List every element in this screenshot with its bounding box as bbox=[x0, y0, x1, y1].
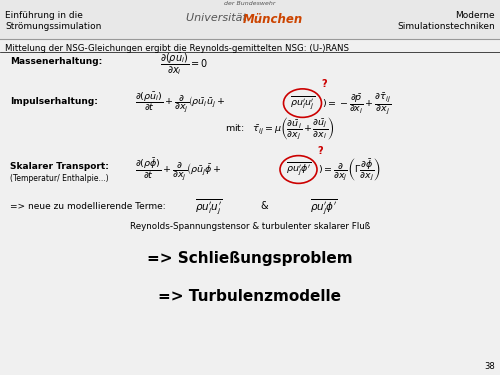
Text: $\overline{\rho u_j^\prime \phi^\prime}$: $\overline{\rho u_j^\prime \phi^\prime}$ bbox=[286, 161, 312, 178]
Text: $\left.\right) = -\dfrac{\partial\bar{p}}{\partial x_i} + \dfrac{\partial\bar{\t: $\left.\right) = -\dfrac{\partial\bar{p}… bbox=[322, 91, 392, 116]
Text: mit:   $\bar{\tau}_{ij} = \mu\left(\dfrac{\partial\bar{u}_i}{\partial x_j} + \df: mit: $\bar{\tau}_{ij} = \mu\left(\dfrac{… bbox=[225, 116, 334, 142]
Text: $\left.\right) = \dfrac{\partial}{\partial x_j}\left(\Gamma\dfrac{\partial\bar{\: $\left.\right) = \dfrac{\partial}{\parti… bbox=[318, 156, 380, 183]
Text: Mittelung der NSG-Gleichungen ergibt die Reynolds-gemittelten NSG: (U-)RANS: Mittelung der NSG-Gleichungen ergibt die… bbox=[5, 44, 349, 53]
Text: $\dfrac{\partial(\rho\bar{\phi})}{\partial t} + \dfrac{\partial}{\partial x_j}\l: $\dfrac{\partial(\rho\bar{\phi})}{\parti… bbox=[135, 156, 222, 183]
Text: der Bundeswehr: der Bundeswehr bbox=[224, 1, 276, 6]
Text: (Temperatur/ Enthalpie...): (Temperatur/ Enthalpie...) bbox=[10, 174, 108, 183]
Text: München: München bbox=[242, 13, 302, 26]
Text: ?: ? bbox=[317, 146, 322, 156]
Text: Impulserhaltung:: Impulserhaltung: bbox=[10, 97, 98, 106]
Text: $\dfrac{\partial(\rho\bar{u}_i)}{\partial t} + \dfrac{\partial}{\partial x_j}\le: $\dfrac{\partial(\rho\bar{u}_i)}{\partia… bbox=[135, 91, 225, 115]
Text: $\overline{\rho u_i^\prime u_j^\prime}$: $\overline{\rho u_i^\prime u_j^\prime}$ bbox=[290, 94, 315, 112]
Text: => neue zu modellierende Terme:: => neue zu modellierende Terme: bbox=[10, 202, 166, 211]
Text: => Schließungsproblem: => Schließungsproblem bbox=[147, 251, 353, 266]
Text: 38: 38 bbox=[484, 362, 495, 371]
Text: Einführung in die
Strömungssimulation: Einführung in die Strömungssimulation bbox=[5, 11, 102, 31]
Text: Moderne
Simulationstechniken: Moderne Simulationstechniken bbox=[397, 11, 495, 31]
Text: Massenerhaltung:: Massenerhaltung: bbox=[10, 57, 102, 66]
Text: &: & bbox=[260, 201, 268, 211]
Text: Skalarer Transport:: Skalarer Transport: bbox=[10, 162, 109, 171]
Text: $\dfrac{\partial(\rho\bar{u}_i)}{\partial x_i} = 0$: $\dfrac{\partial(\rho\bar{u}_i)}{\partia… bbox=[160, 52, 208, 77]
Text: Reynolds-Spannungstensor & turbulenter skalarer Fluß: Reynolds-Spannungstensor & turbulenter s… bbox=[130, 222, 370, 231]
Text: => Turbulenzmodelle: => Turbulenzmodelle bbox=[158, 289, 342, 304]
Text: $\overline{\rho u_i^\prime u_j^\prime}$: $\overline{\rho u_i^\prime u_j^\prime}$ bbox=[195, 197, 222, 216]
FancyBboxPatch shape bbox=[0, 0, 500, 39]
Text: $\overline{\rho u_j^\prime \phi^\prime}$: $\overline{\rho u_j^\prime \phi^\prime}$ bbox=[310, 197, 338, 216]
Text: ?: ? bbox=[322, 79, 327, 89]
Text: Universität: Universität bbox=[186, 13, 254, 23]
